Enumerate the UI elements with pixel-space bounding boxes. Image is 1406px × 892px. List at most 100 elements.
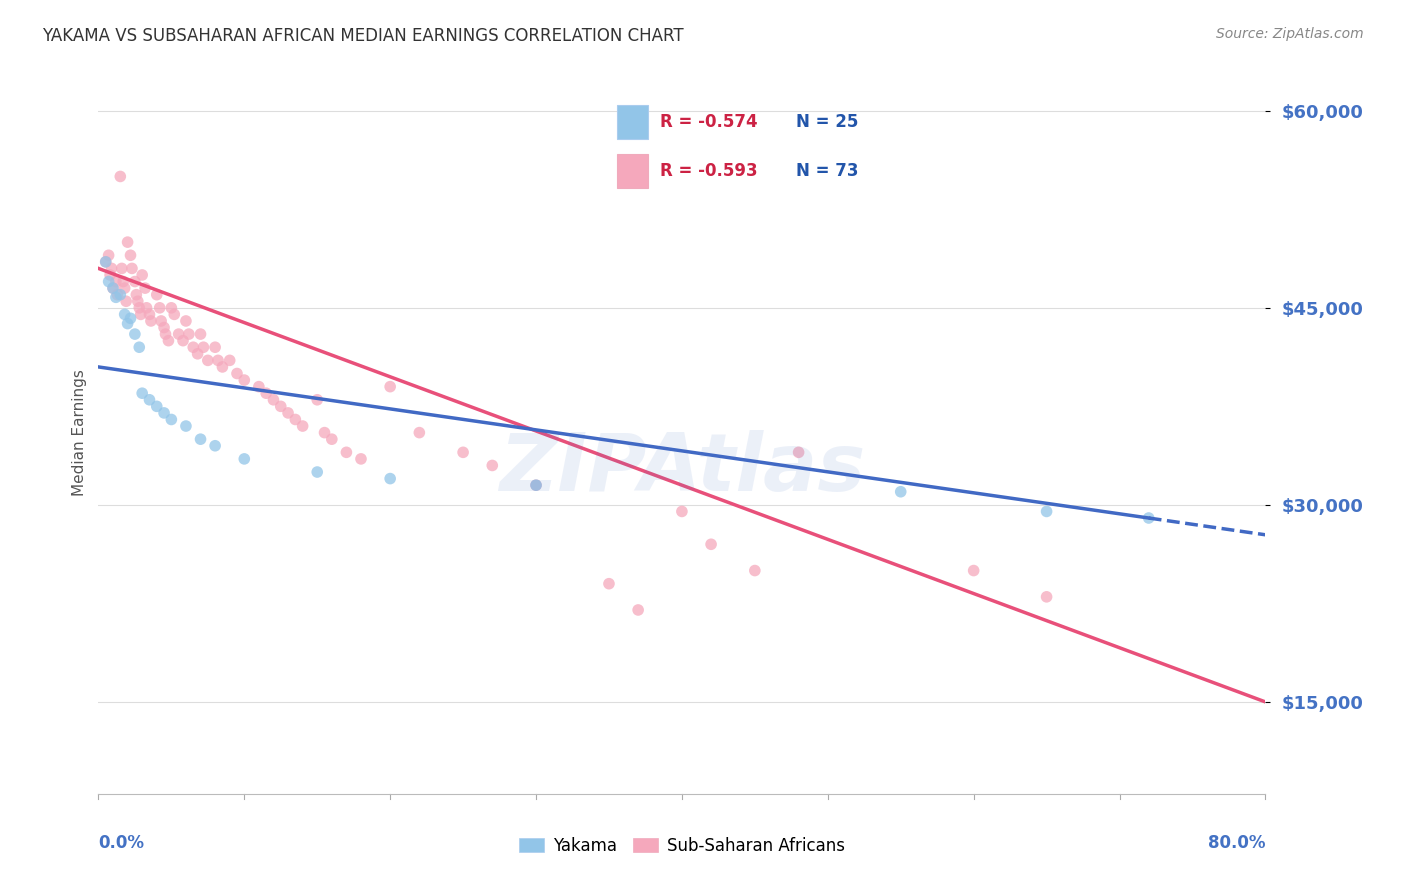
Point [211, 359, 233, 374]
Point [138, 307, 160, 321]
Point [146, 400, 169, 414]
Point [101, 281, 124, 295]
Point [254, 386, 277, 401]
Point [744, 564, 766, 578]
Point [962, 564, 984, 578]
Point [177, 327, 200, 342]
Point [524, 478, 547, 492]
Point [120, 248, 142, 262]
Text: N = 25: N = 25 [796, 113, 859, 131]
Point [1035, 504, 1057, 518]
Point [247, 379, 270, 393]
Point [97, 275, 120, 289]
Point [314, 425, 336, 440]
Point [97, 248, 120, 262]
Legend: Yakama, Sub-Saharan Africans: Yakama, Sub-Saharan Africans [513, 830, 851, 862]
Point [226, 367, 249, 381]
Point [233, 451, 256, 466]
Point [125, 287, 148, 301]
Point [174, 314, 197, 328]
Point [153, 406, 176, 420]
Point [153, 320, 176, 334]
Point [1035, 590, 1057, 604]
Point [335, 445, 357, 459]
Point [167, 327, 190, 342]
Point [117, 235, 139, 249]
Text: 0.0%: 0.0% [98, 834, 145, 852]
Point [627, 603, 650, 617]
Point [598, 576, 620, 591]
Point [524, 478, 547, 492]
Point [135, 301, 157, 315]
Point [1137, 511, 1160, 525]
Point [149, 301, 172, 315]
Point [451, 445, 474, 459]
Point [380, 472, 402, 486]
Point [233, 373, 256, 387]
Point [110, 169, 132, 184]
Point [124, 275, 146, 289]
Point [128, 340, 150, 354]
Point [128, 301, 150, 315]
Point [114, 281, 136, 295]
Point [197, 353, 219, 368]
Point [787, 445, 810, 459]
Text: N = 73: N = 73 [796, 162, 859, 180]
Y-axis label: Median Earnings: Median Earnings [72, 369, 87, 496]
Point [104, 275, 127, 289]
Bar [617, 154, 648, 188]
Point [190, 432, 212, 446]
Point [105, 287, 128, 301]
Point [146, 287, 169, 301]
Point [291, 419, 314, 434]
Point [129, 307, 152, 321]
Point [160, 301, 183, 315]
Point [284, 412, 307, 426]
Point [350, 451, 373, 466]
Point [172, 334, 194, 348]
Point [127, 294, 149, 309]
Point [98, 268, 121, 282]
Point [100, 261, 122, 276]
Point [204, 340, 226, 354]
Point [101, 281, 124, 295]
Point [481, 458, 503, 473]
Point [174, 419, 197, 434]
Point [262, 392, 284, 407]
Text: R = -0.574: R = -0.574 [661, 113, 758, 131]
Point [181, 340, 204, 354]
Point [163, 307, 186, 321]
Point [124, 327, 146, 342]
Point [700, 537, 723, 551]
Point [120, 311, 142, 326]
Point [134, 281, 156, 295]
Point [94, 255, 117, 269]
Point [155, 327, 177, 342]
Point [115, 294, 138, 309]
Point [270, 400, 292, 414]
Point [671, 504, 693, 518]
Point [277, 406, 299, 420]
Text: Source: ZipAtlas.com: Source: ZipAtlas.com [1216, 27, 1364, 41]
Point [94, 255, 117, 269]
Point [131, 268, 153, 282]
Point [190, 327, 212, 342]
Point [139, 314, 162, 328]
Point [207, 353, 229, 368]
Point [307, 392, 329, 407]
Point [160, 412, 183, 426]
Point [114, 307, 136, 321]
Point [193, 340, 215, 354]
Point [218, 353, 240, 368]
Point [150, 314, 173, 328]
Point [408, 425, 430, 440]
Point [112, 275, 135, 289]
Point [121, 261, 143, 276]
Point [890, 484, 912, 499]
Point [117, 317, 139, 331]
Point [104, 290, 127, 304]
Point [138, 392, 160, 407]
Point [187, 347, 209, 361]
Bar [617, 105, 648, 139]
Point [157, 334, 180, 348]
